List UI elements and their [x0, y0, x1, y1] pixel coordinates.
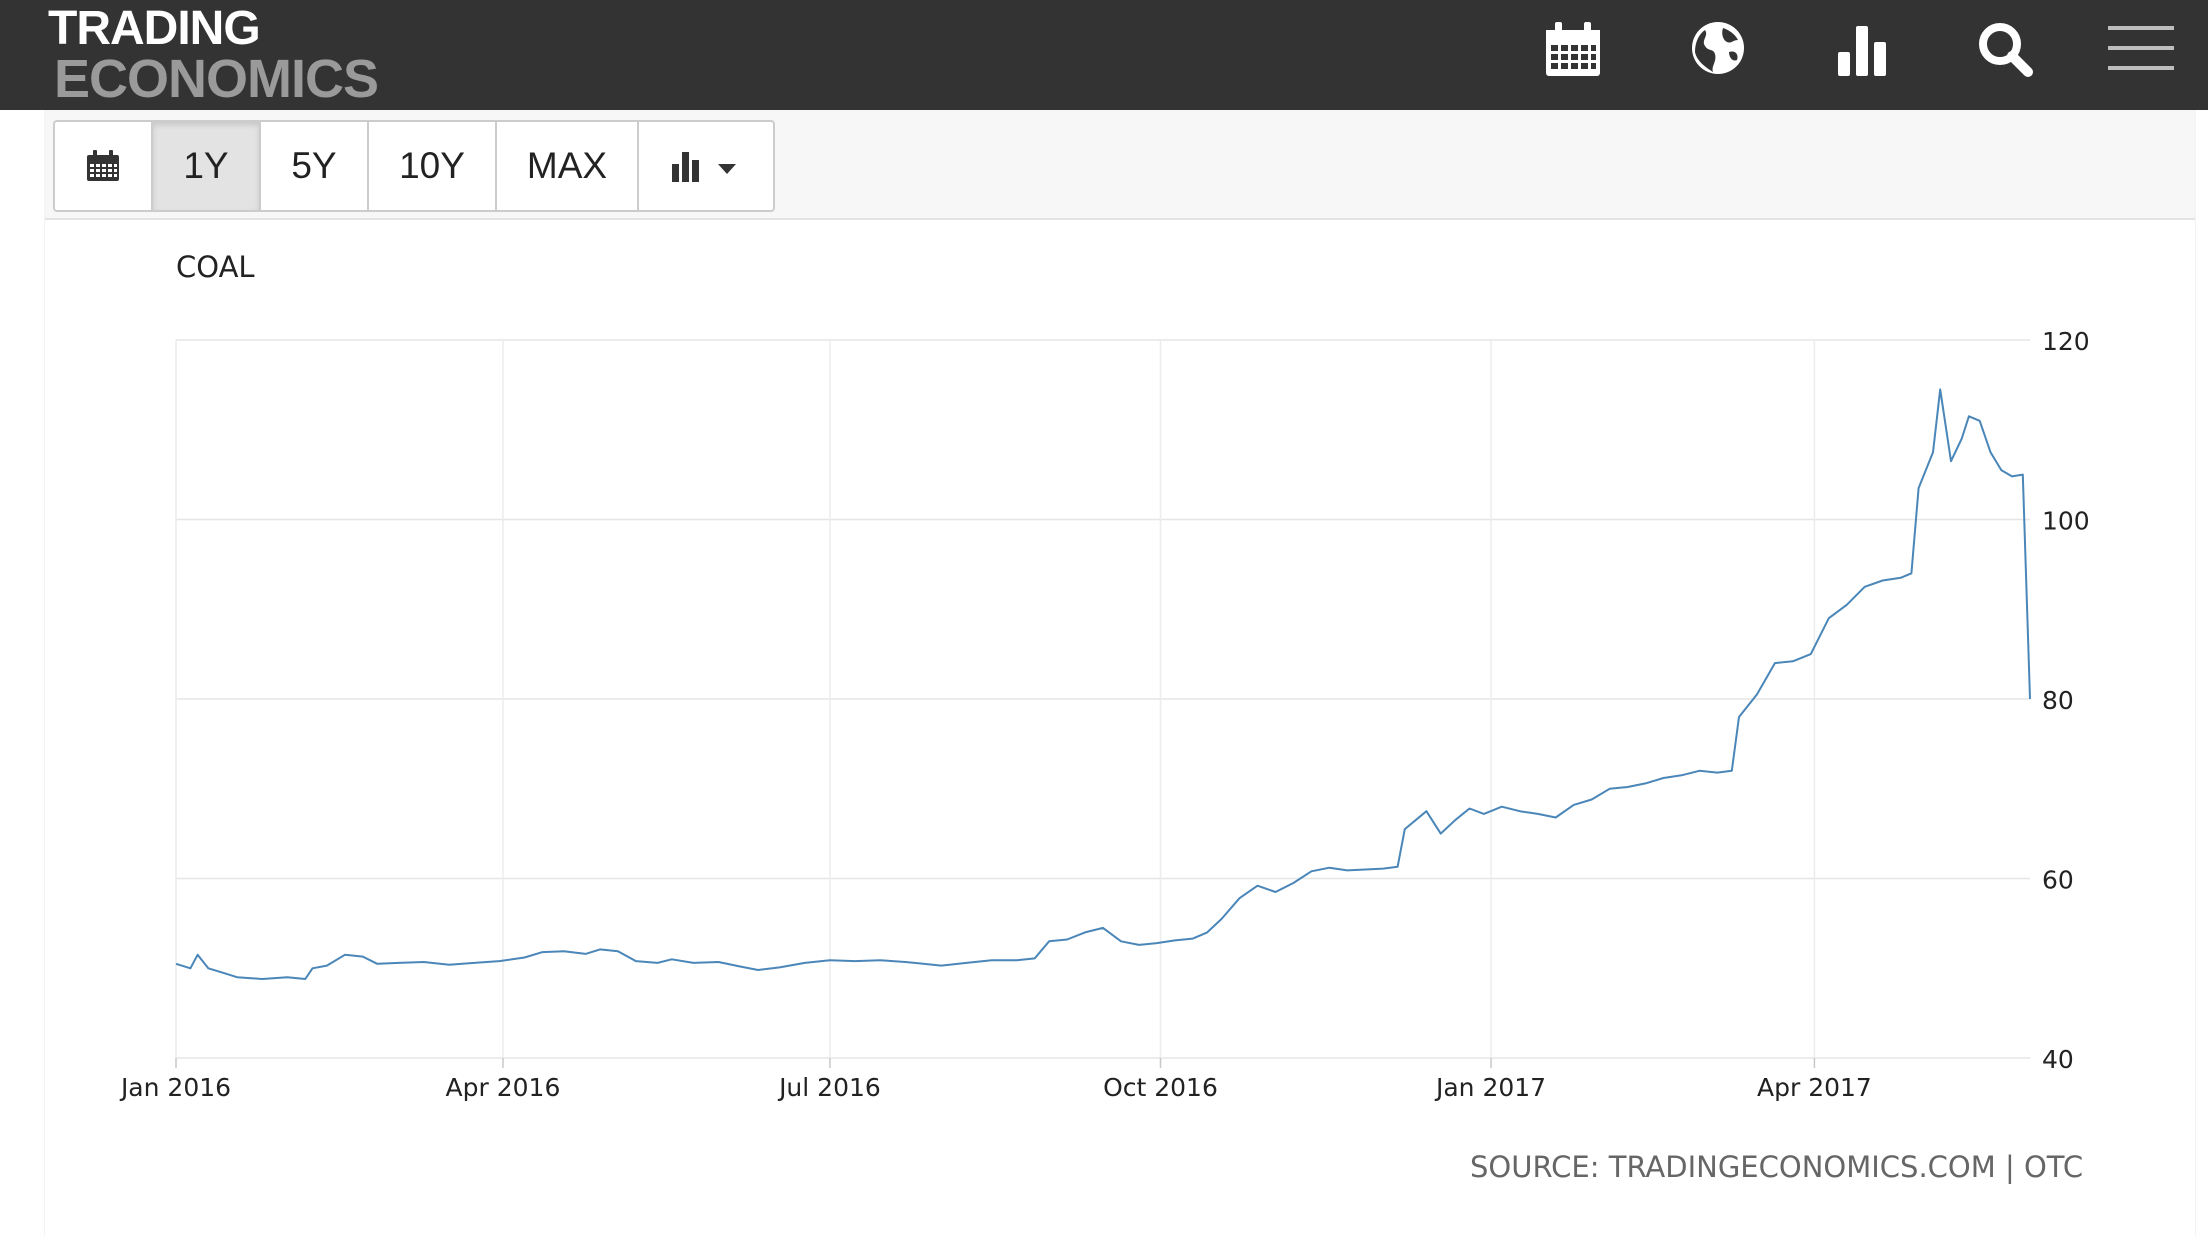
y-tick-label: 40 — [2042, 1045, 2074, 1074]
menu-icon[interactable] — [2106, 18, 2176, 82]
x-tick-label: Apr 2017 — [1757, 1073, 1872, 1102]
range-toolbar: 1Y 5Y 10Y MAX — [53, 120, 775, 212]
source-attribution: SOURCE: TRADINGECONOMICS.COM | OTC — [1470, 1150, 2084, 1184]
chart-type-dropdown[interactable] — [639, 122, 773, 210]
small-calendar-icon — [87, 150, 119, 181]
bar-chart-icon[interactable] — [1828, 18, 1898, 82]
x-tick-label: Jul 2016 — [777, 1073, 881, 1102]
range-max-button[interactable]: MAX — [497, 122, 639, 210]
y-tick-label: 80 — [2042, 686, 2074, 715]
range-10y-button[interactable]: 10Y — [369, 122, 497, 210]
calendar-range-button[interactable] — [55, 122, 153, 210]
globe-icon[interactable] — [1683, 18, 1753, 82]
y-tick-label: 60 — [2042, 866, 2074, 895]
chart-title: COAL — [176, 250, 255, 284]
range-1y-button[interactable]: 1Y — [153, 122, 261, 210]
top-navigation-bar: TRADING ECONOMICS — [0, 0, 2208, 110]
search-icon[interactable] — [1970, 18, 2040, 82]
x-tick-label: Jan 2017 — [1434, 1073, 1546, 1102]
x-tick-label: Oct 2016 — [1103, 1073, 1218, 1102]
coal-price-line — [175, 388, 2031, 980]
logo-line-1: TRADING — [48, 2, 261, 55]
toolbar-strip: 1Y 5Y 10Y MAX — [45, 110, 2195, 220]
y-tick-label: 100 — [2042, 507, 2090, 536]
chart-type-icon — [672, 152, 736, 182]
range-5y-button[interactable]: 5Y — [261, 122, 369, 210]
logo-line-2: ECONOMICS — [54, 49, 379, 109]
trading-economics-logo[interactable]: TRADING ECONOMICS — [48, 2, 379, 109]
y-tick-label: 120 — [2042, 327, 2090, 356]
x-tick-label: Apr 2016 — [446, 1073, 561, 1102]
chart-panel: 1Y 5Y 10Y MAX — [44, 110, 2196, 1236]
calendar-icon[interactable] — [1538, 18, 1608, 82]
x-tick-label: Jan 2016 — [119, 1073, 231, 1102]
